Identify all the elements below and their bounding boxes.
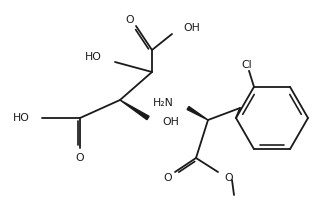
Text: HO: HO (85, 52, 102, 62)
Polygon shape (187, 106, 208, 120)
Text: O: O (126, 15, 134, 25)
Text: O: O (76, 153, 84, 163)
Text: OH: OH (162, 117, 179, 127)
Text: H₂N: H₂N (153, 98, 174, 108)
Text: OH: OH (183, 23, 200, 33)
Text: HO: HO (13, 113, 30, 123)
Text: O: O (224, 173, 233, 183)
Text: O: O (164, 173, 172, 183)
Text: Cl: Cl (242, 60, 252, 70)
Polygon shape (120, 100, 149, 120)
